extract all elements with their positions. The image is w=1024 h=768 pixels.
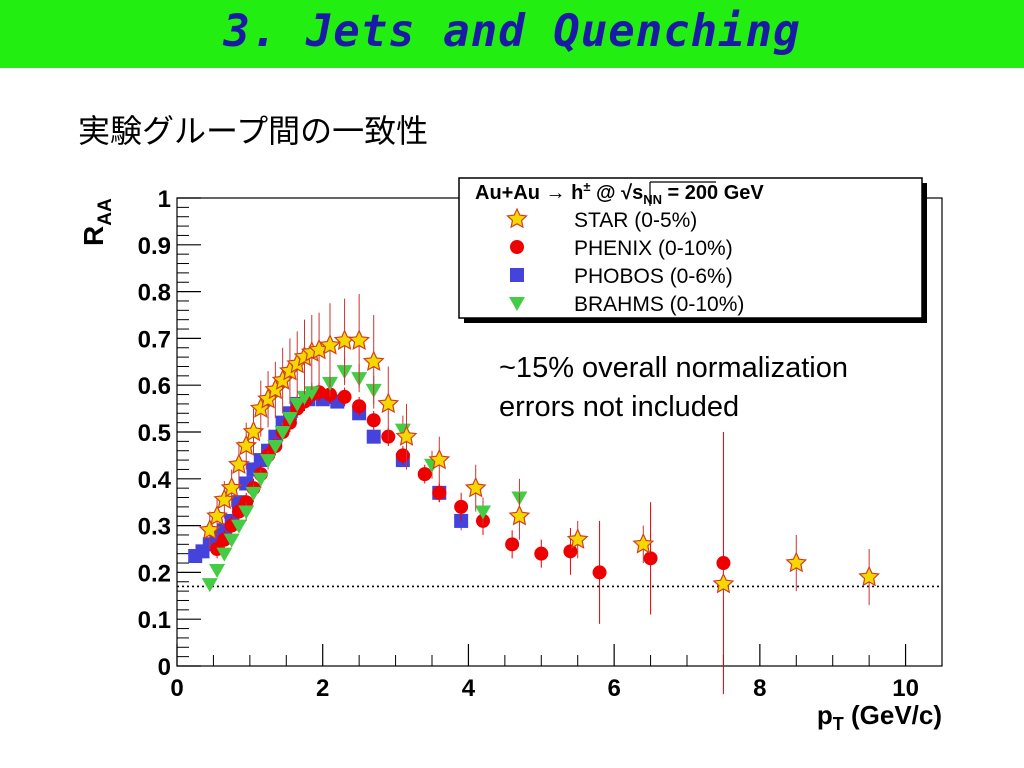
legend-marker-circle: [510, 240, 524, 254]
series-triangle: [201, 357, 528, 593]
data-point: [348, 329, 371, 350]
data-point: [592, 565, 607, 580]
data-point: [858, 565, 881, 587]
data-point: [475, 505, 491, 520]
y-tick-label: 0.4: [138, 467, 172, 494]
data-point: [223, 533, 240, 548]
data-point: [428, 448, 451, 470]
data-point: [534, 546, 549, 561]
x-tick-label: 10: [892, 675, 919, 702]
data-point: [643, 551, 658, 566]
legend-marker-triangle: [509, 297, 525, 311]
data-point: [464, 476, 487, 498]
data-point: [508, 504, 531, 526]
data-point: [267, 440, 284, 455]
y-tick-label: 0.2: [138, 560, 171, 587]
data-point: [230, 519, 247, 534]
data-point: [260, 454, 277, 469]
data-point: [274, 426, 291, 440]
y-tick-label: 0: [158, 654, 171, 681]
data-point: [785, 551, 808, 573]
y-tick-label: 0.7: [138, 326, 171, 353]
y-tick-label: 0.3: [138, 514, 171, 541]
data-point: [216, 547, 233, 562]
data-point: [319, 333, 341, 355]
annotation-line-1: ~15% overall normalization: [499, 352, 848, 384]
x-tick-label: 2: [316, 675, 329, 702]
data-point: [712, 572, 735, 594]
y-tick-label: 0.9: [138, 233, 171, 260]
x-axis-label: pT (GeV/c): [817, 700, 942, 734]
data-point: [209, 564, 226, 579]
y-tick-label: 0.5: [138, 420, 171, 447]
data-point: [632, 532, 655, 554]
slide-title: 3. Jets and Quenching: [223, 6, 801, 57]
data-point: [252, 472, 269, 487]
data-point: [281, 411, 298, 426]
data-point: [377, 392, 400, 414]
legend-label: PHENIX (0-10%): [574, 237, 733, 260]
data-point: [566, 528, 589, 549]
data-point: [245, 486, 262, 501]
data-point: [417, 467, 432, 482]
data-point: [201, 578, 218, 593]
title-bar: 3. Jets and Quenching: [0, 0, 1024, 68]
x-tick-label: 0: [170, 675, 183, 702]
data-point: [432, 485, 447, 500]
legend-header: Au+Au → h± @ √sNN = 200 GeV: [475, 179, 764, 207]
annotation-line-2: errors not included: [499, 391, 739, 423]
data-point: [362, 350, 385, 372]
data-point: [366, 413, 381, 428]
x-tick-label: 6: [607, 675, 620, 702]
legend-label: STAR (0-5%): [574, 209, 697, 232]
data-point: [289, 397, 306, 412]
y-axis-label-text: RAA: [78, 198, 116, 246]
legend-box: [458, 177, 923, 319]
data-point: [238, 505, 255, 520]
data-point: [716, 556, 731, 571]
data-point: [303, 386, 320, 401]
data-point: [395, 448, 410, 463]
slide-subtitle: 実験グループ間の一致性: [78, 112, 429, 150]
data-point: [505, 537, 520, 552]
y-axis-label: RAA: [78, 198, 116, 246]
data-point: [352, 399, 367, 414]
x-tick-label: 8: [753, 675, 766, 702]
data-point: [366, 429, 381, 444]
legend-label: BRAHMS (0-10%): [574, 293, 744, 316]
legend-marker-star: [506, 207, 528, 229]
data-point: [563, 544, 578, 559]
y-tick-label: 0.8: [138, 280, 171, 307]
series-star: [198, 293, 881, 606]
legend-label: PHOBOS (0-6%): [574, 265, 733, 288]
y-tick-label: 0.1: [138, 607, 171, 634]
y-tick-label: 0.6: [138, 373, 171, 400]
x-tick-label: 4: [462, 675, 476, 702]
legend-marker-square: [510, 268, 524, 282]
y-tick-label: 1: [158, 186, 171, 213]
data-point: [337, 389, 352, 404]
data-point: [454, 499, 469, 514]
data-point: [395, 425, 418, 446]
